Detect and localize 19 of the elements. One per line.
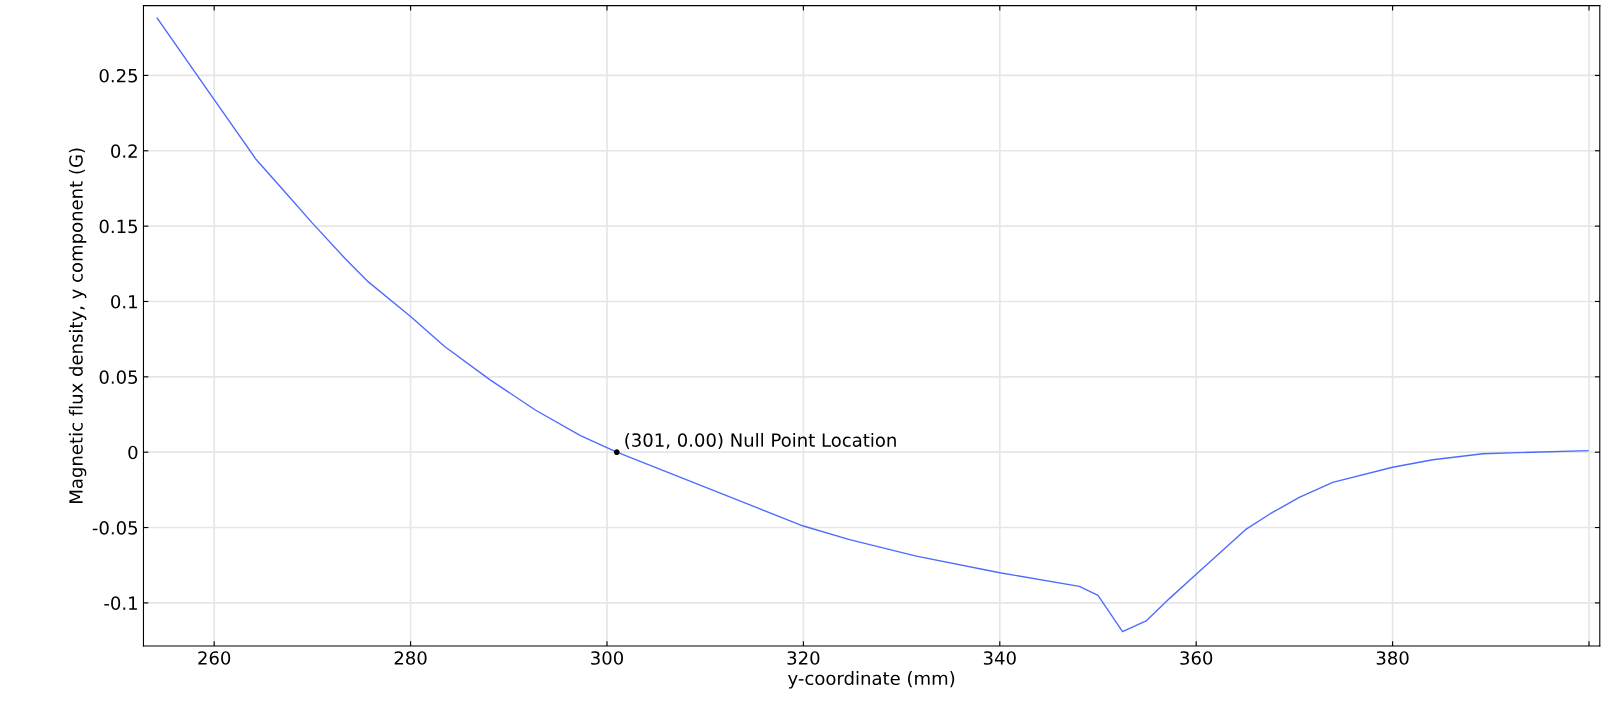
x-axis-title: y-coordinate (mm) — [788, 671, 955, 689]
y-tick-label: 0.15 — [99, 219, 138, 234]
x-tick-label: 280 — [394, 651, 427, 665]
y-tick-label: 0.2 — [111, 144, 137, 158]
x-tick-label: 260 — [198, 651, 231, 665]
y-tick-label: 0.1 — [111, 294, 137, 309]
x-tick-label: 300 — [591, 651, 624, 665]
x-tick-label: 380 — [1376, 651, 1409, 665]
y-tick-label: -0.05 — [92, 521, 138, 535]
x-tick-label: 360 — [1180, 651, 1213, 665]
y-tick-label: -0.1 — [104, 596, 137, 611]
x-tick-label: 320 — [787, 651, 820, 665]
annotation: (301, 0.00) Null Point Location — [625, 432, 896, 450]
y-tick-label: 0.25 — [99, 68, 138, 83]
y-tick-label: 0.05 — [99, 370, 138, 384]
y-tick-label: 0 — [128, 445, 138, 460]
line-series — [156, 17, 1589, 633]
y-axis-title: Magnetic flux density, y component (G) — [68, 148, 87, 503]
x-tick-label: 340 — [983, 651, 1016, 665]
